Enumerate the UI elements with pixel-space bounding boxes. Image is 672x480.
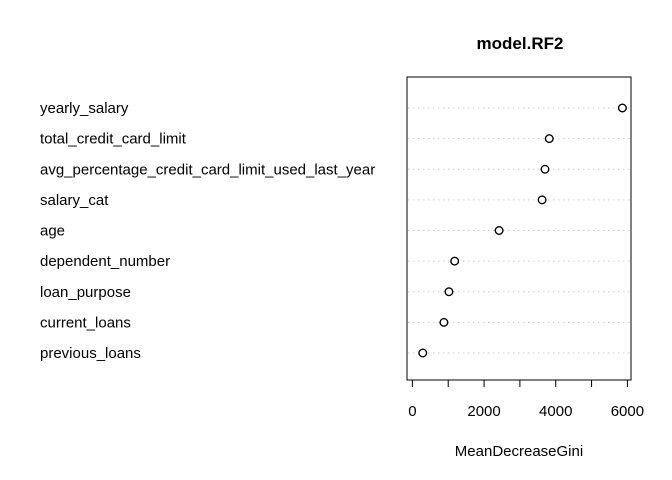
plot-frame <box>406 76 632 381</box>
category-label: total_credit_card_limit <box>40 131 187 148</box>
x-tick-label: 2000 <box>467 403 500 420</box>
category-label: current_loans <box>40 314 131 331</box>
data-points <box>418 103 627 358</box>
data-point <box>494 225 504 235</box>
x-tick-label: 4000 <box>539 403 572 420</box>
x-axis: 0 2000 4000 6000 <box>408 379 644 420</box>
x-axis-title: MeanDecreaseGini <box>455 443 583 460</box>
category-label: loan_purpose <box>40 284 131 301</box>
guide-lines <box>408 107 630 354</box>
category-label: avg_percentage_credit_card_limit_used_la… <box>40 161 375 178</box>
data-point <box>544 134 554 144</box>
category-label: age <box>40 223 65 240</box>
data-point <box>540 164 550 174</box>
data-point <box>418 348 428 358</box>
category-label: previous_loans <box>40 345 141 362</box>
category-label: dependent_number <box>40 253 170 270</box>
data-point <box>444 287 454 297</box>
category-labels: yearly_salary total_credit_card_limit avg_… <box>40 100 375 362</box>
data-point <box>617 103 627 113</box>
category-label: yearly_salary <box>40 100 129 117</box>
data-point <box>537 195 547 205</box>
x-tick-label: 0 <box>408 403 416 420</box>
data-point <box>450 256 460 266</box>
category-label: salary_cat <box>40 192 109 209</box>
x-tick-label: 6000 <box>611 403 644 420</box>
chart-title: model.RF2 <box>477 34 564 53</box>
data-point <box>439 317 449 327</box>
